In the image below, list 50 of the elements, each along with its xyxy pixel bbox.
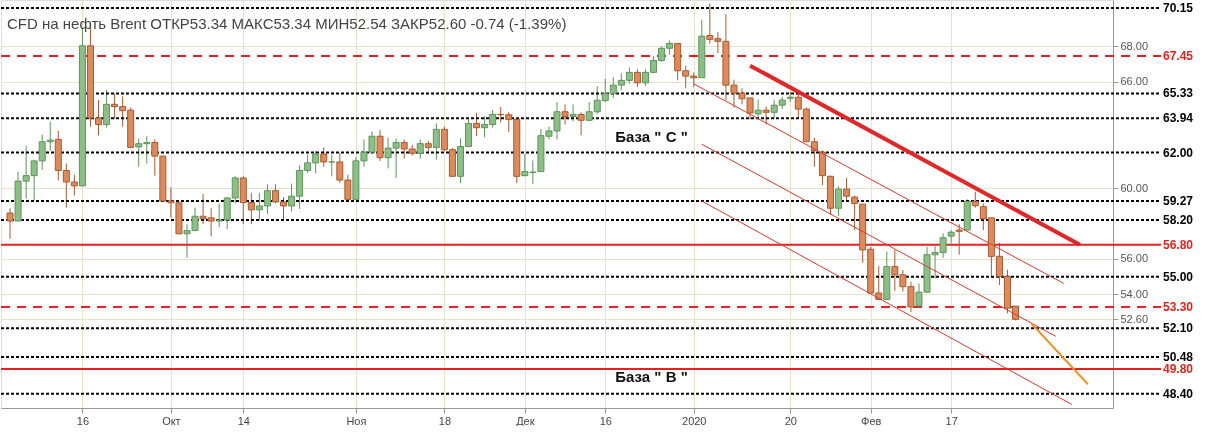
candlestick [818,150,826,186]
candlestick [835,185,843,217]
y-tick-label: 66.00 [1120,75,1149,88]
x-tick-label: Окт [162,414,181,427]
ref-line-label: 53.30 [1163,299,1194,314]
ref-line-label: 62.00 [1163,145,1194,160]
candlestick [328,154,336,177]
ref-line-label: 55.00 [1163,269,1194,284]
ref-line-label: 59.27 [1163,193,1194,208]
x-tick-label: 16 [599,414,612,427]
ref-line-label: 67.45 [1163,48,1194,63]
candlestick [473,112,481,137]
annotation: База " С " [615,127,688,145]
candlestick [320,146,328,168]
x-tick-label: 20 [784,414,797,427]
ref-line-label: 50.48 [1163,349,1194,364]
ref-line-label: 70.15 [1163,0,1194,15]
x-tick-label: Дек [516,414,535,427]
candlestick [561,103,569,126]
candlestick [577,111,585,136]
candlestick [569,103,577,122]
ref-line-label: 52.10 [1163,321,1194,336]
x-tick-label: Фев [861,414,882,427]
ref-line-label: 48.40 [1163,386,1194,401]
ref-line-label: 65.33 [1163,86,1194,101]
candlestick [955,223,963,256]
x-tick-label: 16 [76,414,90,427]
y-tick-label: 60.00 [1120,181,1149,194]
y-tick-label: 54.00 [1120,287,1149,300]
candlestick [6,207,14,240]
candlestick [376,129,384,162]
x-tick-label: 2020 [682,414,707,427]
ref-line-label: 49.80 [1163,361,1194,376]
y-tick-label: 52.60 [1120,312,1149,325]
candlestick [762,106,770,126]
annotation: База " В " [615,368,688,386]
ref-line-label: 56.80 [1163,237,1194,252]
candlestick [416,138,424,160]
x-tick-label: 18 [438,414,452,427]
ref-line-label: 63.94 [1163,111,1194,126]
candlestick [947,229,955,245]
ref-line-label: 58.20 [1163,212,1194,227]
y-tick-label: 68.00 [1120,39,1149,52]
text: CFD на нефть Brent ОТКР53.34 МАКС53.34 МИН52.54 ЗАКР52.60 -0.74 (-1.39%) [7,15,567,32]
x-tick-label: 17 [945,414,958,427]
y-tick-label: 56.00 [1120,252,1149,265]
x-tick-label: 14 [237,414,250,427]
x-tick-label: Ноя [346,414,367,427]
candlestick [432,122,440,161]
candlestick [103,89,111,129]
